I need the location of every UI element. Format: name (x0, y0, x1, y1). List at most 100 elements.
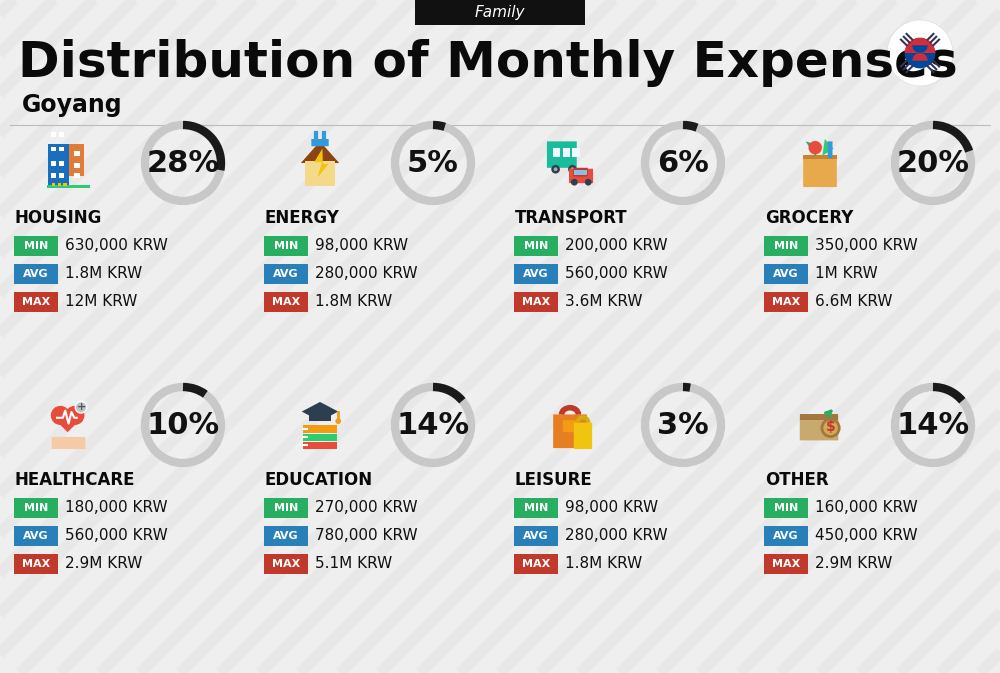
Text: AVG: AVG (773, 269, 799, 279)
Text: +: + (76, 402, 86, 413)
FancyBboxPatch shape (305, 161, 335, 186)
FancyBboxPatch shape (52, 183, 55, 186)
Polygon shape (822, 139, 833, 156)
Text: 450,000 KRW: 450,000 KRW (815, 528, 918, 544)
Text: MIN: MIN (774, 503, 798, 513)
FancyBboxPatch shape (553, 415, 587, 448)
Text: MAX: MAX (772, 559, 800, 569)
Text: MIN: MIN (524, 241, 548, 251)
Circle shape (887, 20, 953, 86)
Text: MAX: MAX (522, 559, 550, 569)
Text: MIN: MIN (274, 241, 298, 251)
Text: GROCERY: GROCERY (765, 209, 853, 227)
Text: 5.1M KRW: 5.1M KRW (315, 557, 392, 571)
Text: AVG: AVG (523, 531, 549, 541)
FancyBboxPatch shape (573, 168, 588, 176)
FancyBboxPatch shape (69, 144, 84, 176)
Text: AVG: AVG (523, 269, 549, 279)
Text: $: $ (826, 420, 835, 434)
Text: 3.6M KRW: 3.6M KRW (565, 295, 642, 310)
FancyBboxPatch shape (514, 292, 558, 312)
Text: 28%: 28% (146, 149, 220, 178)
Polygon shape (51, 415, 84, 432)
Circle shape (808, 141, 822, 154)
Text: MIN: MIN (24, 503, 48, 513)
Text: MIN: MIN (24, 241, 48, 251)
FancyBboxPatch shape (303, 441, 337, 449)
Text: 560,000 KRW: 560,000 KRW (565, 267, 668, 281)
Text: MAX: MAX (22, 297, 50, 307)
Wedge shape (905, 53, 935, 69)
FancyBboxPatch shape (51, 161, 56, 166)
Text: AVG: AVG (273, 269, 299, 279)
Text: 1.8M KRW: 1.8M KRW (565, 557, 642, 571)
Text: AVG: AVG (23, 531, 49, 541)
FancyBboxPatch shape (553, 147, 560, 157)
Text: AVG: AVG (273, 531, 299, 541)
FancyBboxPatch shape (51, 133, 56, 137)
FancyBboxPatch shape (59, 161, 64, 166)
Text: 20%: 20% (896, 149, 970, 178)
Circle shape (551, 165, 560, 174)
Text: LEISURE: LEISURE (515, 471, 593, 489)
Text: 2.9M KRW: 2.9M KRW (815, 557, 892, 571)
FancyBboxPatch shape (51, 173, 56, 178)
FancyBboxPatch shape (514, 236, 558, 256)
FancyBboxPatch shape (574, 423, 592, 449)
Text: MAX: MAX (272, 559, 300, 569)
Text: MIN: MIN (774, 241, 798, 251)
FancyBboxPatch shape (59, 147, 64, 151)
FancyBboxPatch shape (63, 183, 67, 186)
FancyBboxPatch shape (764, 292, 808, 312)
Polygon shape (314, 149, 329, 178)
FancyBboxPatch shape (800, 415, 838, 420)
FancyBboxPatch shape (14, 526, 58, 546)
Text: MIN: MIN (524, 503, 548, 513)
Text: 14%: 14% (396, 411, 470, 439)
FancyBboxPatch shape (264, 498, 308, 518)
Text: 280,000 KRW: 280,000 KRW (315, 267, 418, 281)
FancyBboxPatch shape (47, 184, 90, 188)
Circle shape (568, 165, 577, 174)
Wedge shape (905, 38, 935, 53)
FancyBboxPatch shape (303, 425, 337, 433)
Text: 1.8M KRW: 1.8M KRW (65, 267, 142, 281)
Text: TRANSPORT: TRANSPORT (515, 209, 628, 227)
Text: 2.9M KRW: 2.9M KRW (65, 557, 142, 571)
FancyBboxPatch shape (572, 147, 580, 157)
Text: MAX: MAX (522, 297, 550, 307)
Text: 560,000 KRW: 560,000 KRW (65, 528, 168, 544)
Text: 3%: 3% (657, 411, 709, 439)
Text: 780,000 KRW: 780,000 KRW (315, 528, 418, 544)
Text: AVG: AVG (773, 531, 799, 541)
Text: OTHER: OTHER (765, 471, 829, 489)
FancyBboxPatch shape (574, 170, 587, 176)
Polygon shape (301, 141, 339, 163)
Text: MIN: MIN (274, 503, 298, 513)
Text: MAX: MAX (272, 297, 300, 307)
Text: 1M KRW: 1M KRW (815, 267, 878, 281)
FancyBboxPatch shape (59, 133, 64, 137)
Text: MAX: MAX (772, 297, 800, 307)
Text: 5%: 5% (407, 149, 459, 178)
Text: 6%: 6% (657, 149, 709, 178)
FancyBboxPatch shape (74, 173, 80, 178)
FancyBboxPatch shape (14, 554, 58, 574)
Text: Distribution of Monthly Expenses: Distribution of Monthly Expenses (18, 39, 958, 87)
Text: AVG: AVG (23, 269, 49, 279)
FancyBboxPatch shape (59, 173, 64, 178)
Text: EDUCATION: EDUCATION (265, 471, 373, 489)
Text: HOUSING: HOUSING (15, 209, 102, 227)
Wedge shape (912, 45, 928, 53)
FancyBboxPatch shape (52, 437, 85, 449)
Circle shape (51, 406, 70, 425)
FancyBboxPatch shape (563, 420, 577, 432)
Circle shape (822, 419, 839, 437)
Text: 98,000 KRW: 98,000 KRW (565, 501, 658, 516)
Circle shape (65, 406, 84, 425)
Circle shape (554, 168, 558, 171)
Text: 12M KRW: 12M KRW (65, 295, 137, 310)
FancyBboxPatch shape (309, 412, 331, 421)
FancyBboxPatch shape (514, 264, 558, 284)
FancyBboxPatch shape (264, 264, 308, 284)
